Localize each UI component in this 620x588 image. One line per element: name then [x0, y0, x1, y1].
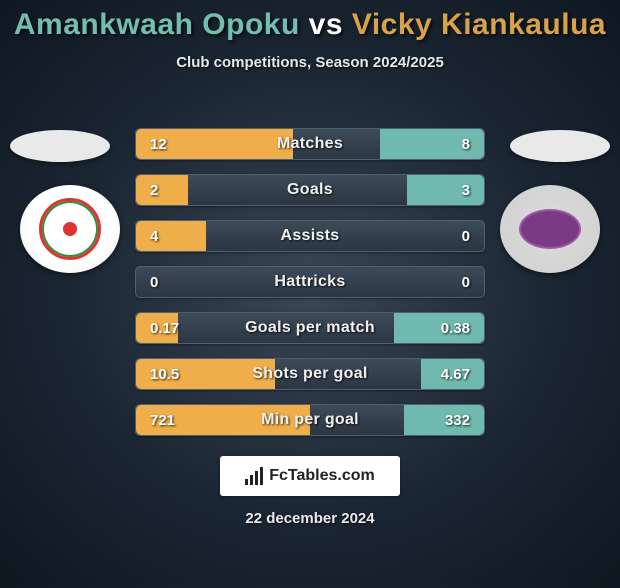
player2-avatar-placeholder [510, 130, 610, 162]
footer-date: 22 december 2024 [0, 510, 620, 527]
player2-name: Vicky Kiankaulua [352, 8, 606, 41]
stat-label: Goals per match [206, 319, 414, 337]
stat-label: Assists [206, 227, 414, 245]
stat-row: 0Hattricks0 [135, 266, 485, 298]
stat-value-right: 8 [414, 136, 484, 153]
stat-row: 10.5Shots per goal4.67 [135, 358, 485, 390]
stat-value-right: 4.67 [414, 366, 484, 383]
stat-value-right: 3 [414, 182, 484, 199]
player2-club-logo-inner [519, 209, 581, 249]
player2-club-logo [500, 185, 600, 273]
stat-row: 2Goals3 [135, 174, 485, 206]
player1-club-logo [20, 185, 120, 273]
stat-value-left: 0.17 [136, 320, 206, 337]
stat-value-left: 10.5 [136, 366, 206, 383]
stat-row: 4Assists0 [135, 220, 485, 252]
stats-table: 12Matches82Goals34Assists00Hattricks00.1… [135, 128, 485, 450]
player1-avatar-placeholder [10, 130, 110, 162]
stat-label: Matches [206, 135, 414, 153]
brand-bars-icon [245, 467, 263, 485]
stat-value-left: 2 [136, 182, 206, 199]
comparison-title: Amankwaah Opoku vs Vicky Kiankaulua [0, 8, 620, 42]
brand-badge: FcTables.com [220, 456, 400, 496]
stat-value-right: 0.38 [414, 320, 484, 337]
vs-text: vs [309, 8, 343, 41]
stat-row: 0.17Goals per match0.38 [135, 312, 485, 344]
stat-value-right: 0 [414, 274, 484, 291]
stat-value-left: 721 [136, 412, 206, 429]
stat-label: Goals [206, 181, 414, 199]
stat-value-left: 0 [136, 274, 206, 291]
stat-value-right: 0 [414, 228, 484, 245]
stat-label: Min per goal [206, 411, 414, 429]
stat-row: 721Min per goal332 [135, 404, 485, 436]
brand-text: FcTables.com [269, 467, 375, 485]
stat-value-right: 332 [414, 412, 484, 429]
stat-value-left: 4 [136, 228, 206, 245]
stat-label: Hattricks [206, 273, 414, 291]
stat-row: 12Matches8 [135, 128, 485, 160]
player1-name: Amankwaah Opoku [14, 8, 300, 41]
stat-value-left: 12 [136, 136, 206, 153]
subtitle: Club competitions, Season 2024/2025 [0, 54, 620, 71]
stat-label: Shots per goal [206, 365, 414, 383]
